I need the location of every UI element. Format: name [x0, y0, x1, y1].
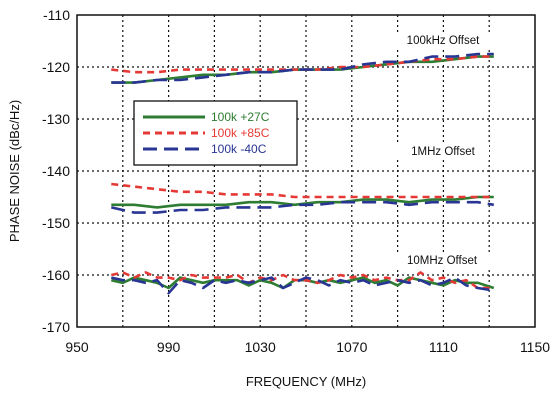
- annotation-background: [390, 32, 496, 48]
- x-axis-label: FREQUENCY (MHz): [246, 374, 366, 389]
- y-tick-label: -110: [43, 7, 70, 23]
- offset-annotation: 1MHz Offset: [411, 146, 475, 158]
- annotation-background: [397, 143, 489, 159]
- plot-frame: [76, 14, 536, 328]
- legend: 100k +27C 100k +85C 100k -40C: [133, 100, 298, 166]
- annotation-background: [393, 252, 491, 268]
- offset-annotations: 100kHz Offset 1MHz Offset 10MHz Offset: [390, 32, 496, 268]
- y-tick-label: -140: [42, 163, 70, 179]
- x-tick-label: 1150: [520, 339, 550, 355]
- y-tick-label: -150: [42, 215, 70, 231]
- legend-label: 100k -40C: [211, 142, 267, 156]
- legend-label: 100k +27C: [211, 110, 270, 124]
- legend-label: 100k +85C: [211, 126, 270, 140]
- series-line: [111, 200, 495, 214]
- y-tick-label: -130: [42, 111, 70, 127]
- offset-annotation: 10MHz Offset: [407, 255, 478, 267]
- offset-annotation: 100kHz Offset: [407, 35, 480, 47]
- x-tick-label: 950: [65, 339, 89, 355]
- tick-labels: 950 990 1030 1070 1110 1150 -110 -120 -130 -140 -1…: [42, 7, 550, 355]
- y-tick-label: -120: [42, 59, 70, 75]
- x-tick-label: 1110: [429, 339, 458, 355]
- series-line: [111, 276, 495, 295]
- x-tick-label: 990: [157, 339, 181, 355]
- series-line: [111, 271, 494, 290]
- y-tick-label: -160: [42, 267, 70, 283]
- series-line: [111, 52, 494, 84]
- y-tick-label: -170: [42, 319, 70, 335]
- x-tick-label: 1070: [336, 339, 367, 355]
- grid: [77, 15, 535, 327]
- x-tick-label: 1030: [245, 339, 276, 355]
- y-axis-label: PHASE NOISE (dBc/Hz): [7, 100, 22, 242]
- series-group: [111, 52, 495, 295]
- series-line: [111, 182, 494, 199]
